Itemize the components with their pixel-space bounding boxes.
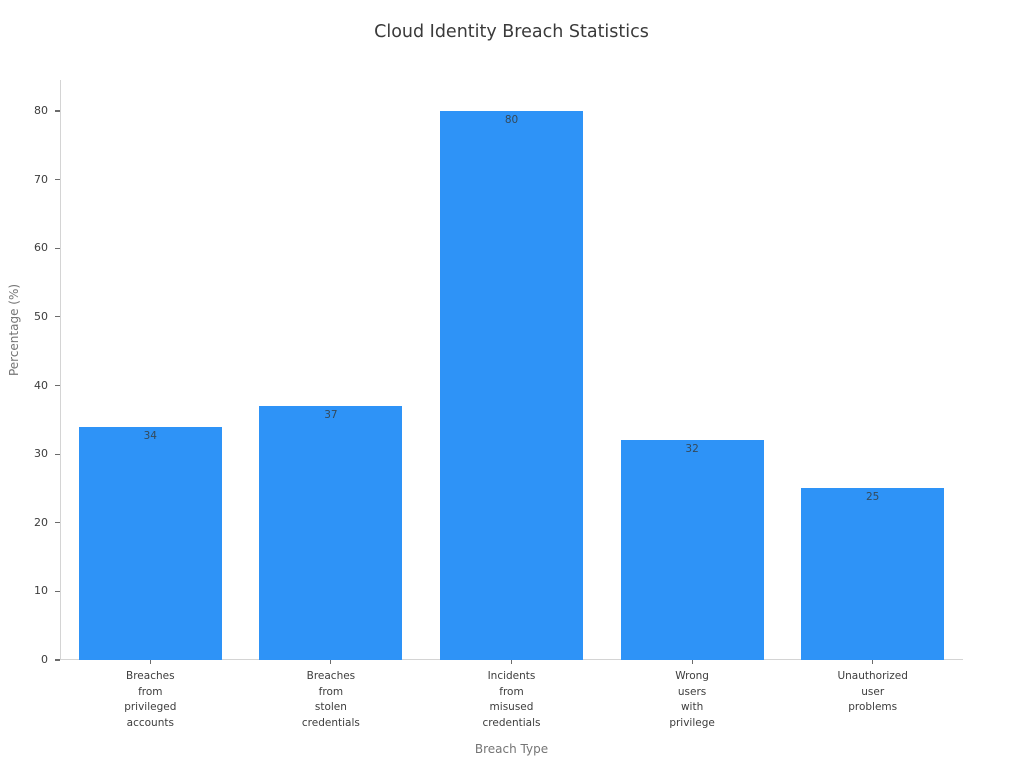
x-tick-mark — [872, 660, 874, 664]
y-axis-spine — [60, 80, 61, 660]
bar — [801, 488, 945, 660]
chart-title: Cloud Identity Breach Statistics — [374, 22, 649, 42]
y-tick-mark — [55, 522, 60, 524]
y-tick-mark — [55, 453, 60, 455]
x-tick-label: Breaches from privileged accounts — [124, 670, 177, 729]
plot-area: 0 10 20 30 40 50 60 70 80 34 Breaches from privile… — [34, 80, 963, 729]
bar-value-label: 80 — [504, 114, 519, 126]
x-tick-mark — [149, 660, 151, 664]
bar — [259, 406, 403, 660]
y-tick-label: 30 — [34, 447, 48, 461]
x-tick-label: Wrong users with privilege — [669, 670, 715, 729]
x-tick-label: Incidents from misused credentials — [482, 670, 541, 729]
y-tick-label: 50 — [34, 309, 48, 323]
x-tick-label: Unauthorized user problems — [837, 670, 908, 714]
y-tick-mark — [55, 384, 60, 387]
bar — [620, 440, 764, 660]
y-tick-label: 40 — [34, 378, 48, 392]
y-tick-label: 20 — [34, 515, 48, 529]
y-tick-label: 0 — [41, 653, 48, 666]
y-tick-label: 10 — [34, 584, 48, 598]
bar-value-label: 34 — [143, 429, 157, 442]
y-tick-label: 60 — [34, 241, 48, 255]
bar-value-label: 37 — [324, 409, 338, 422]
x-tick-mark — [330, 660, 332, 664]
y-tick-label: 70 — [34, 172, 48, 186]
y-tick-mark — [55, 590, 60, 592]
y-tick-mark — [55, 179, 60, 181]
bar-value-label: 32 — [685, 443, 699, 456]
x-axis-title: Breach Type — [474, 742, 549, 756]
y-tick-mark — [55, 659, 60, 661]
bar-value-label: 25 — [866, 491, 880, 504]
x-tick-mark — [510, 660, 513, 664]
bar — [78, 426, 222, 660]
y-tick-mark — [55, 110, 60, 112]
bar — [440, 111, 583, 660]
y-tick-label: 80 — [34, 104, 48, 117]
x-tick-mark — [691, 660, 693, 664]
y-tick-mark — [55, 247, 60, 249]
x-tick-label: Breaches from stolen credentials — [301, 670, 360, 729]
y-axis-title: Percentage (%) — [7, 283, 21, 377]
y-tick-mark — [55, 316, 60, 318]
